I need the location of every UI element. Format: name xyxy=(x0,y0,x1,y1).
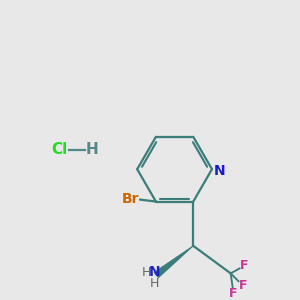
Text: H: H xyxy=(150,277,160,290)
Text: H: H xyxy=(85,142,98,157)
Text: F: F xyxy=(240,259,249,272)
Text: F: F xyxy=(239,279,248,292)
Text: H: H xyxy=(141,266,151,279)
Text: F: F xyxy=(228,286,237,300)
Text: N: N xyxy=(214,164,226,178)
Text: Br: Br xyxy=(122,192,139,206)
Polygon shape xyxy=(154,245,194,278)
Text: Cl: Cl xyxy=(51,142,68,157)
Text: N: N xyxy=(149,266,161,279)
